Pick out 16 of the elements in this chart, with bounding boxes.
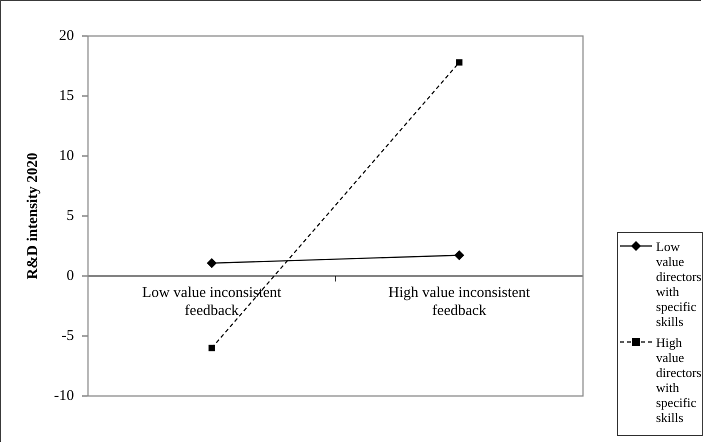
x-tick-label: Low value inconsistent feedback: [142, 284, 282, 319]
y-tick-label: 0: [66, 268, 74, 284]
y-tick-label: 10: [58, 148, 74, 164]
point: [206, 258, 217, 268]
y-tick-label: -5: [61, 328, 74, 344]
y-tick-label: -10: [54, 388, 74, 404]
point: [456, 59, 462, 66]
x-tick-label: High value inconsistent feedback: [388, 284, 531, 319]
y-tick-label: 15: [58, 88, 74, 104]
y-tick-label: 5: [66, 208, 74, 224]
point: [208, 344, 215, 352]
legend-label: Low value directors with specific skills: [655, 239, 702, 329]
legend-label: High value directors with specific skills: [655, 335, 702, 425]
y-tick-label: 20: [58, 28, 74, 44]
y-axis-title: R&D intensity 2020: [24, 152, 41, 280]
point: [454, 250, 464, 260]
